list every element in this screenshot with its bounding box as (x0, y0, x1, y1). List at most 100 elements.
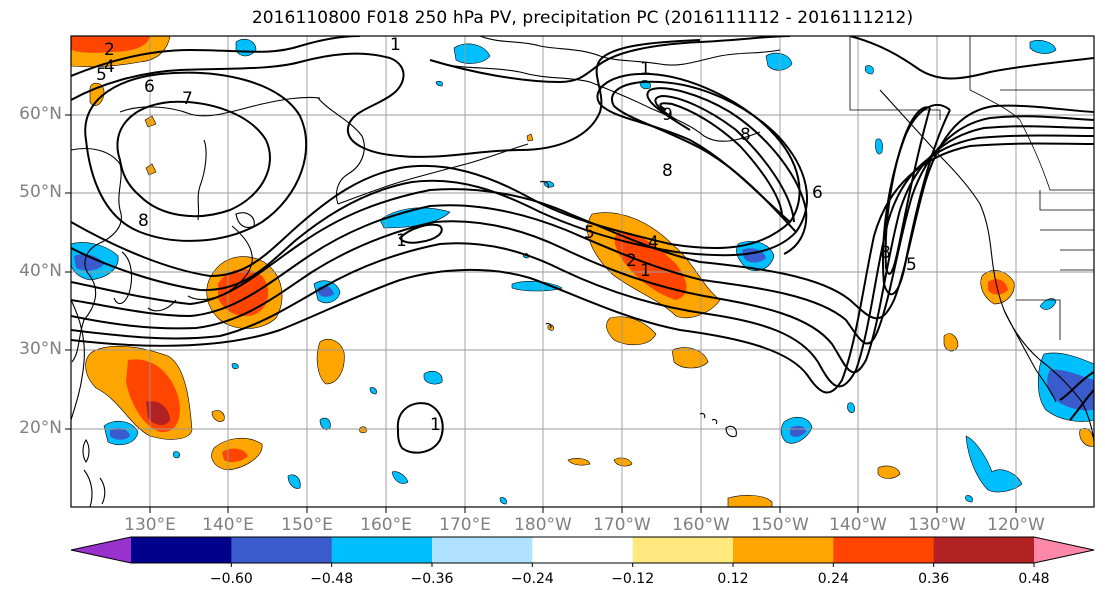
pv-contour-gyre-1 (116, 100, 271, 218)
axis-ticks (65, 114, 1017, 513)
pv-contour-jet-4 (654, 94, 795, 223)
colorbar-segment (432, 537, 533, 563)
colorbar-segment (532, 537, 634, 563)
colorbar-segment (632, 537, 734, 563)
alaska-north (479, 36, 781, 66)
alaska-coast (435, 61, 761, 142)
plot-title: 2016110800 F018 250 hPa PV, precipitatio… (251, 8, 914, 28)
colorbar-tick-label: 0.60 (1099, 571, 1105, 587)
colorbar-tick-label: 0.24 (817, 571, 849, 587)
baja-peninsula (1003, 309, 1057, 403)
pv-contour-3 (71, 125, 1094, 374)
pv-contour-tropical-1 (396, 402, 444, 454)
lon-label: 160°W (672, 515, 730, 535)
lat-label-60n: 60°N (19, 104, 62, 124)
pv-contour-small-low (398, 223, 443, 244)
pv-contours (71, 36, 1094, 454)
lon-label: 160°E (360, 515, 412, 535)
colorbar-tick-label: 0.48 (1018, 571, 1050, 587)
pv-contour-se-corner (1059, 371, 1094, 401)
colorbar-segment (131, 537, 232, 563)
pv-contour-6 (71, 39, 701, 158)
contour-label: 7 (182, 89, 193, 109)
colorbar-tick-label: 0.36 (918, 571, 950, 587)
pv-contour-jet-2 (71, 80, 808, 292)
colorbar-tick-label: −0.36 (410, 571, 454, 587)
lon-label: 140°E (202, 515, 254, 535)
pv-contour-8 (429, 36, 791, 84)
contour-label: 8 (138, 211, 149, 231)
contour-label: 1 (430, 415, 441, 435)
lon-label: 130°E (124, 515, 176, 535)
lat-label-20n: 20°N (19, 418, 62, 438)
lon-label: 140°W (829, 515, 887, 535)
lon-label: 180°W (514, 515, 572, 535)
contour-labels: 2 4 5 6 7 8 1 5 8 6 8 5 1 1 2 4 8 9 1 1 (96, 35, 917, 435)
pv-contour-north-na (849, 36, 1094, 80)
colorbar-outline (70, 536, 1095, 564)
colorbar-segment (733, 537, 834, 563)
map-area: 2 4 5 6 7 8 1 5 8 6 8 5 1 1 2 4 8 9 1 1 (71, 35, 1094, 507)
pv-contour-jet-1 (71, 72, 801, 278)
sakhalin (197, 139, 207, 221)
pv-contour-jet-3 (646, 87, 808, 255)
pv-contour-trough-mid (881, 104, 951, 296)
contour-label: 4 (104, 57, 115, 77)
political-borders (849, 36, 1094, 340)
lon-label: 170°E (439, 515, 491, 535)
colorbar-segment (331, 537, 433, 563)
precip-negative-areas (71, 38, 1094, 505)
pv-contour-gyre-2 (84, 71, 308, 242)
korea-coast (113, 251, 133, 305)
hawaii (699, 412, 737, 438)
lon-label: 120°W (987, 515, 1045, 535)
okhotsk-coast (119, 96, 321, 117)
pv-contour-4 (71, 134, 1094, 388)
contour-label: 6 (144, 77, 155, 97)
colorbar-segment (933, 537, 1035, 563)
colorbar-tick-label: 0.12 (717, 571, 749, 587)
pv-contour-jet-5 (659, 102, 783, 215)
china-coast (71, 299, 85, 421)
lon-label: 150°W (751, 515, 809, 535)
colorbar (70, 536, 1095, 567)
contour-label: 1 (396, 231, 407, 251)
colorbar-extend-low (71, 537, 131, 563)
lat-label-50n: 50°N (19, 182, 62, 202)
contour-label: 5 (584, 223, 595, 243)
kamchatka (317, 97, 365, 205)
colorbar-segment (833, 537, 935, 563)
philippines (83, 469, 106, 507)
contour-label: 6 (812, 183, 823, 203)
contour-label: 1 (390, 35, 401, 55)
contour-label: 8 (880, 243, 891, 263)
lon-label: 170°W (593, 515, 651, 535)
contour-label: 2 (104, 40, 115, 60)
colorbar-tick-label: −0.12 (611, 571, 655, 587)
contour-label: 8 (740, 125, 751, 145)
precip-blob-baja (965, 435, 1023, 493)
pv-contour-5 (71, 142, 1094, 394)
contour-label: 2 (626, 251, 637, 271)
colorbar-tick-label: −0.24 (510, 571, 554, 587)
lat-label-40n: 40°N (19, 261, 62, 281)
colorbar-extend-high (1034, 537, 1094, 563)
lon-label: 150°E (281, 515, 333, 535)
gridlines (71, 36, 1094, 507)
aleutians (337, 143, 529, 205)
contour-label: 5 (906, 255, 917, 275)
lon-label: 130°W (908, 515, 966, 535)
colorbar-tick-label: −0.48 (310, 571, 354, 587)
contour-label: 8 (662, 161, 673, 181)
contour-label: 1 (640, 261, 651, 281)
colorbar-tick-label: −0.60 (209, 571, 253, 587)
taiwan (82, 439, 90, 463)
contour-label: 4 (648, 233, 659, 253)
pv-contour-7 (71, 36, 361, 77)
contour-label: 5 (96, 65, 107, 85)
pv-contour-2 (71, 115, 1094, 345)
lat-label-30n: 30°N (19, 339, 62, 359)
contour-label: 1 (640, 59, 651, 79)
contour-label: 9 (662, 105, 673, 125)
